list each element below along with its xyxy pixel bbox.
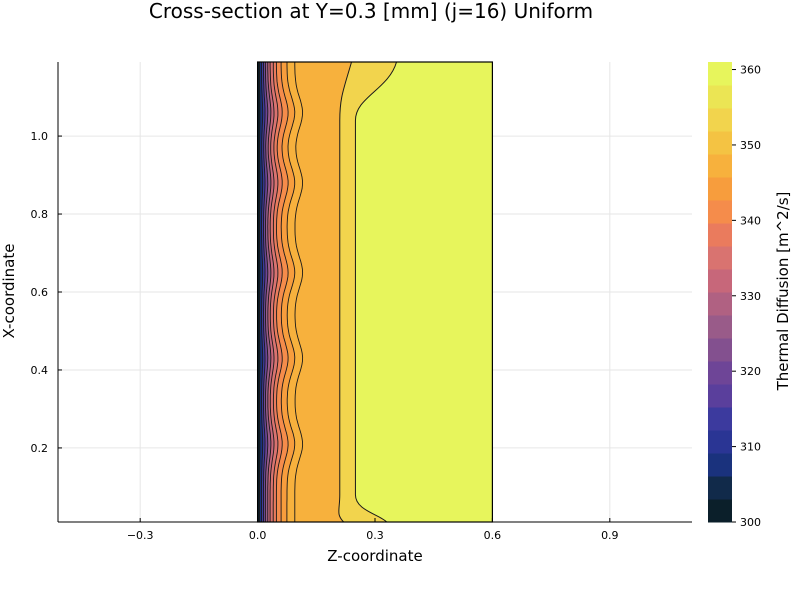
colorbar-swatch xyxy=(708,292,732,316)
x-tick-label: 0.3 xyxy=(366,529,384,542)
colorbar-tick-label: 300 xyxy=(740,516,761,529)
colorbar-tick-label: 320 xyxy=(740,365,761,378)
y-tick-label: 0.8 xyxy=(31,208,49,221)
y-tick-label: 0.6 xyxy=(31,286,49,299)
colorbar-swatch xyxy=(708,62,732,86)
x-tick-label: 0.6 xyxy=(484,529,502,542)
colorbar-swatch xyxy=(708,476,732,500)
colorbar-swatch xyxy=(708,499,732,523)
colorbar-tick-label: 360 xyxy=(740,64,761,77)
colorbar-swatch xyxy=(708,361,732,385)
axis-ticks: −0.3 0.0 0.3 0.6 0.9 0.2 0.4 0.6 0.8 1.0 xyxy=(31,130,619,542)
colorbar-swatch xyxy=(708,246,732,270)
chart-title: Cross-section at Y=0.3 [mm] (j=16) Unifo… xyxy=(149,0,593,23)
colorbar-swatch xyxy=(708,177,732,201)
y-axis-label: X-coordinate xyxy=(0,244,18,339)
colorbar-tick-label: 310 xyxy=(740,441,761,454)
x-axis-label: Z-coordinate xyxy=(327,547,422,565)
colorbar-swatch xyxy=(708,85,732,109)
colorbar-swatch xyxy=(708,223,732,247)
colorbar-tick-label: 340 xyxy=(740,214,761,227)
colorbar-swatch xyxy=(708,108,732,132)
colorbar-swatch xyxy=(708,154,732,178)
colorbar-swatch xyxy=(708,453,732,477)
colorbar-swatch xyxy=(708,131,732,155)
colorbar-tick-label: 330 xyxy=(740,290,761,303)
colorbar-tick-label: 350 xyxy=(740,139,761,152)
colorbar-swatch xyxy=(708,269,732,293)
colorbar-swatch xyxy=(708,200,732,224)
x-tick-label: 0.0 xyxy=(249,529,267,542)
colorbar: 300 310 320 330 340 350 360 xyxy=(708,62,761,529)
x-tick-label: −0.3 xyxy=(127,529,154,542)
y-tick-label: 1.0 xyxy=(31,130,49,143)
y-tick-label: 0.2 xyxy=(31,442,49,455)
colorbar-swatch xyxy=(708,407,732,431)
contour-field xyxy=(256,61,494,523)
colorbar-swatch xyxy=(708,430,732,454)
colorbar-swatch xyxy=(708,338,732,362)
colorbar-label: Thermal Diffusion [m^2/s] xyxy=(774,192,792,392)
y-tick-label: 0.4 xyxy=(31,364,49,377)
x-tick-label: 0.9 xyxy=(601,529,619,542)
colorbar-swatch xyxy=(708,384,732,408)
colorbar-swatch xyxy=(708,315,732,339)
